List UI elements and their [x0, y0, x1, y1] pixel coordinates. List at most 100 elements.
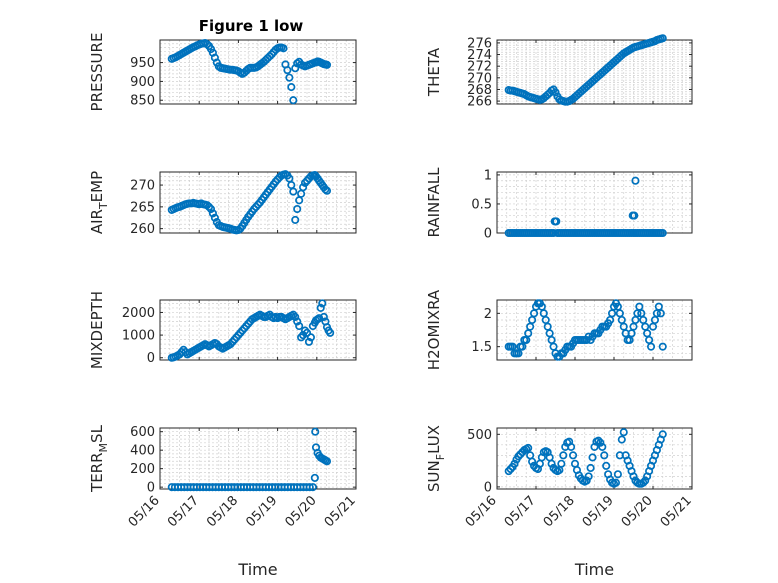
data-point — [289, 187, 298, 196]
data-point — [506, 464, 515, 474]
grid — [496, 172, 693, 234]
axes-box — [159, 39, 357, 105]
y-tick-label: 274 — [467, 48, 492, 63]
y-tick-label: 270 — [467, 71, 492, 86]
y-tick-label: 266 — [467, 95, 492, 110]
data-point — [293, 317, 302, 326]
data-point — [283, 66, 292, 75]
y-axis-label: THETA — [425, 47, 443, 97]
data-point — [289, 96, 298, 105]
y-tick-label: 272 — [467, 60, 492, 75]
data-point — [510, 459, 519, 468]
y-axis-label: H2OMIXRA — [425, 289, 443, 370]
axes-box — [496, 299, 693, 361]
subplot-4: 0 0.5 1 RAINFALL — [425, 167, 693, 242]
figure-title: Figure 1 low — [199, 17, 304, 35]
y-axis-label: TERRMSL — [88, 424, 110, 493]
y-tick-label: 400 — [130, 444, 155, 459]
data-point — [547, 459, 556, 468]
data-point — [552, 217, 561, 226]
series-markers — [504, 34, 667, 106]
x-tick-label: 05/17 — [165, 493, 202, 530]
data-point — [658, 430, 667, 439]
axes-box — [496, 39, 693, 105]
y-tick-label: 260 — [130, 222, 155, 237]
data-point — [582, 476, 591, 485]
y-tick-label: 2000 — [122, 306, 155, 321]
data-point — [557, 459, 566, 468]
series-markers — [504, 428, 667, 488]
y-tick-label: 270 — [130, 179, 155, 194]
data-point — [568, 451, 578, 460]
data-point — [658, 342, 667, 351]
y-axis-label: AIRTEMP — [88, 171, 110, 234]
data-point — [202, 40, 212, 49]
y-axis-label: MIXDEPTH — [88, 291, 106, 369]
axes-box — [159, 299, 357, 361]
data-point — [279, 44, 288, 53]
data-point — [208, 209, 217, 218]
y-tick-label: 1000 — [122, 329, 155, 344]
data-point — [584, 472, 593, 481]
y-tick-label: 600 — [130, 425, 155, 440]
data-point — [302, 328, 312, 337]
data-point — [528, 457, 537, 466]
x-tick-label: 05/17 — [502, 493, 539, 530]
x-tick-label: 05/16 — [126, 493, 163, 530]
data-point — [295, 321, 304, 331]
y-tick-label: 268 — [467, 83, 492, 98]
y-tick-label: 0.5 — [471, 197, 492, 212]
data-point — [559, 451, 568, 460]
y-tick-label: 1.5 — [471, 340, 492, 355]
subplot-1: 850 900 950 PRESSURE — [88, 33, 357, 112]
x-tick-label: 05/16 — [463, 493, 500, 530]
y-axis-label: PRESSURE — [88, 33, 106, 112]
data-point — [596, 438, 605, 447]
y-tick-label: 200 — [130, 462, 155, 477]
y-tick-label: 2 — [484, 307, 492, 322]
x-axis-label: Time — [574, 560, 614, 579]
data-point — [311, 427, 320, 436]
data-point — [285, 73, 294, 82]
x-tick-label: 05/18 — [204, 493, 241, 530]
y-tick-label: 265 — [130, 200, 155, 215]
data-point — [567, 442, 576, 451]
data-point — [321, 185, 330, 194]
data-point — [306, 333, 315, 342]
data-point — [326, 328, 335, 337]
y-tick-label: 900 — [130, 75, 155, 90]
data-point — [293, 204, 302, 214]
subplot-8: 05/16 05/17 05/18 05/19 05/20 05/21 0 500 SUNFLU… — [425, 425, 695, 579]
y-tick-label: 500 — [467, 428, 492, 443]
data-point — [586, 463, 595, 473]
data-point — [210, 213, 219, 222]
subplot-6: 1.5 2 H2OMIXRA — [425, 289, 693, 370]
x-tick-label: 05/18 — [541, 493, 578, 530]
x-tick-label: 05/19 — [243, 493, 280, 530]
data-point — [322, 457, 332, 466]
y-tick-label: 0 — [484, 227, 492, 242]
y-tick-label: 0 — [484, 480, 492, 495]
series-markers — [167, 427, 332, 492]
data-point — [319, 312, 328, 322]
data-point — [291, 215, 300, 224]
y-axis-label: RAINFALL — [425, 167, 443, 238]
series-markers — [167, 299, 335, 362]
data-point — [629, 472, 638, 481]
data-point — [617, 435, 626, 444]
data-point — [588, 453, 597, 462]
data-point — [639, 478, 648, 487]
data-point — [524, 443, 533, 453]
data-point — [611, 478, 621, 487]
data-point — [316, 303, 325, 312]
x-tick-label: 05/21 — [322, 493, 359, 530]
x-tick-label: 05/21 — [658, 493, 695, 530]
data-point — [656, 309, 665, 318]
data-point — [594, 436, 603, 445]
y-tick-label: 0 — [147, 351, 155, 366]
data-point — [646, 342, 656, 351]
data-point — [322, 60, 332, 69]
data-point — [305, 483, 314, 492]
